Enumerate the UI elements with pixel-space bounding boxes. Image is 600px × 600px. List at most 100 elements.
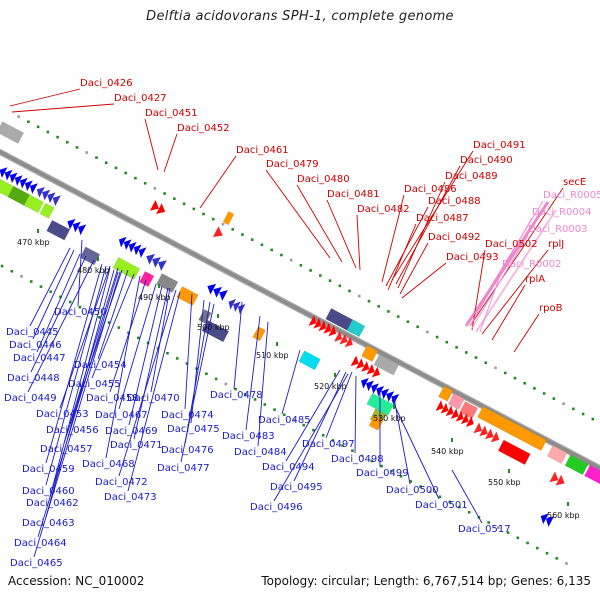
leader-line: [401, 262, 447, 299]
tick-mark: [98, 316, 101, 319]
tick-mark: [321, 433, 325, 437]
tick-mark: [270, 248, 273, 252]
gene-label-rplj: rplJ: [548, 239, 564, 250]
gene-arrow: [386, 391, 395, 402]
leader-line: [395, 165, 461, 285]
tick-mark: [506, 531, 510, 535]
tick-mark: [396, 315, 400, 318]
tick-mark: [360, 454, 364, 458]
gene-arrow: [445, 405, 454, 417]
gene-label-daci-0498: Daci_0498: [331, 454, 384, 465]
gene-label-daci-0448: Daci_0448: [7, 373, 60, 384]
gene-arrow: [118, 236, 127, 248]
tick-mark: [85, 151, 89, 154]
tick-mark: [458, 505, 461, 509]
gene-label-daci-0449: Daci_0449: [4, 393, 57, 404]
gene-label-daci-0475: Daci_0475: [167, 424, 220, 435]
gene-label-daci-0493: Daci_0493: [446, 252, 499, 263]
leader-line: [184, 301, 211, 445]
kbp-label: 530 kbp: [373, 414, 406, 423]
gene-label-rpla: rplA: [525, 274, 545, 285]
tick-mark: [143, 181, 147, 185]
gene-arrow: [0, 167, 8, 178]
accession-text: Accession: NC_010002: [8, 574, 145, 588]
leader-line: [471, 234, 529, 329]
leader-line: [118, 289, 177, 477]
tick-mark: [173, 197, 176, 200]
tick-mark: [399, 475, 403, 478]
kbp-tick: [97, 257, 99, 261]
gene-box: [79, 246, 101, 266]
tick-mark: [59, 295, 62, 299]
tick-mark: [231, 228, 235, 231]
gene-box: [139, 271, 155, 287]
gene-arrow: [540, 513, 549, 525]
tick-mark: [241, 233, 244, 236]
gene-arrow: [366, 363, 375, 375]
tick-mark: [338, 284, 342, 288]
leader-line: [32, 249, 75, 340]
tick-mark: [348, 289, 351, 293]
tick-mark: [302, 423, 306, 427]
gene-box: [298, 350, 321, 371]
leader-line: [36, 253, 81, 353]
kbp-label: 550 kbp: [488, 478, 521, 487]
tick-mark: [516, 536, 520, 540]
leader-line: [491, 284, 526, 341]
gene-arrow: [465, 416, 474, 427]
leader-line: [45, 263, 103, 464]
tick-mark: [419, 485, 422, 488]
leader-line: [293, 371, 347, 482]
gene-label-daci-0451: Daci_0451: [145, 108, 198, 119]
leader-line: [354, 375, 357, 454]
leader-line: [109, 279, 147, 393]
gene-box: [252, 326, 266, 342]
tick-mark: [280, 253, 283, 257]
gene-box: [222, 211, 235, 226]
leader-line: [296, 184, 343, 263]
leader-line: [245, 315, 261, 431]
tick-mark: [39, 285, 43, 288]
kbp-tick: [217, 314, 219, 318]
gene-box: [564, 454, 589, 476]
tick-mark: [153, 187, 157, 190]
gene-box: [447, 393, 465, 410]
gene-arrow: [42, 189, 51, 201]
gene-label-daci-0484: Daci_0484: [234, 447, 287, 458]
gene-arrow: [435, 400, 444, 411]
leader-line: [128, 285, 163, 426]
leader-line: [399, 242, 429, 295]
gene-arrow: [350, 355, 359, 367]
gene-label-daci-0452: Daci_0452: [177, 123, 230, 134]
genome-summary-text: Topology: circular; Length: 6,767,514 bp…: [261, 574, 591, 588]
tick-mark: [117, 326, 121, 329]
tick-mark: [114, 166, 118, 170]
gene-label-daci-0453: Daci_0453: [36, 409, 89, 420]
gene-label-daci-0468: Daci_0468: [82, 459, 135, 470]
gene-arrow: [318, 320, 327, 332]
leader-line: [30, 255, 87, 373]
leader-line: [69, 267, 119, 425]
tick-mark: [312, 428, 315, 432]
tick-mark: [377, 305, 381, 308]
rrna-streak: [475, 209, 557, 333]
gene-label-daci-0488: Daci_0488: [428, 196, 481, 207]
gene-box: [346, 319, 366, 338]
gene-labels: Daci_0426 Daci_0427 Daci_0451 Daci_0452 Daci…: [4, 78, 600, 569]
gene-arrow: [371, 366, 380, 378]
gene-arrow: [313, 317, 322, 329]
gene-label-sece: secE: [563, 177, 586, 188]
kbp-label: 480 kbp: [77, 266, 110, 275]
tick-mark: [36, 125, 40, 129]
leader-line: [356, 214, 361, 271]
tick-mark: [166, 351, 169, 355]
tick-mark: [562, 402, 565, 406]
tick-mark: [234, 387, 237, 391]
tick-mark: [591, 417, 595, 421]
gene-label-daci-0471: Daci_0471: [110, 440, 163, 451]
kbp-label: 560 kbp: [547, 511, 580, 520]
kbp-label: 510 kbp: [256, 351, 289, 360]
gene-label-daci-0491: Daci_0491: [473, 140, 526, 151]
tick-mark: [572, 407, 575, 411]
